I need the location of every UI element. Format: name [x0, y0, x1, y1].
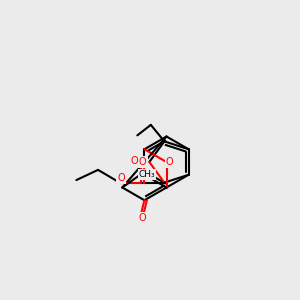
Text: O: O — [138, 213, 146, 223]
Text: O: O — [117, 173, 125, 183]
Text: O: O — [166, 157, 173, 167]
Text: CH₃: CH₃ — [139, 170, 155, 179]
Text: O: O — [131, 156, 139, 166]
Text: O: O — [139, 157, 147, 167]
